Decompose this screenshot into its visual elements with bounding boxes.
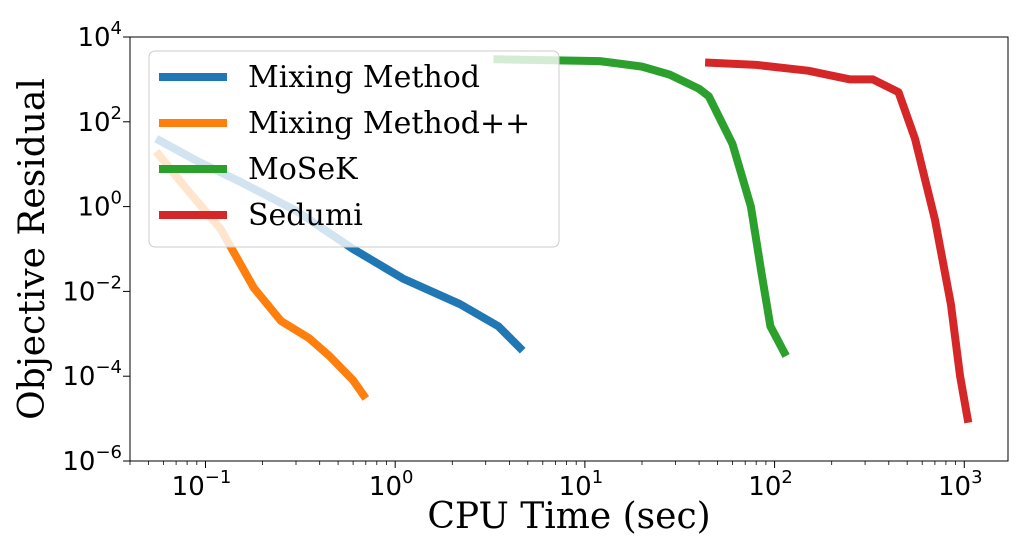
- legend-frame: [148, 50, 560, 248]
- series-line-2: [493, 55, 790, 358]
- y-tick-label-2: 10−2: [62, 272, 122, 307]
- legend-label-2: MoSeK: [248, 152, 358, 187]
- plot-frame: [129, 36, 1009, 462]
- x-tick-label-0: 10−1: [172, 467, 232, 502]
- y-tick-label-0: 10−6: [62, 442, 122, 477]
- y-tick-label-1: 10−4: [62, 357, 122, 392]
- x-axis-label: CPU Time (sec): [427, 496, 710, 537]
- y-axis-label: Objective Residual: [12, 78, 53, 420]
- legend-label-1: Mixing Method++: [248, 106, 530, 141]
- y-ticks: 10−6 10−4 10−2 100 102 104: [62, 18, 130, 477]
- legend-label-3: Sedumi: [248, 198, 363, 233]
- y-tick-label-3: 100: [77, 188, 122, 223]
- x-tick-label-1: 100: [369, 467, 414, 502]
- legend-label-0: Mixing Method: [248, 60, 480, 95]
- legend: Mixing Method Mixing Method++ MoSeK Sedumi: [148, 50, 560, 248]
- x-tick-label-4: 103: [938, 467, 983, 502]
- x-tick-label-3: 102: [748, 467, 793, 502]
- x-tick-label-2: 101: [559, 467, 604, 502]
- y-tick-label-4: 102: [77, 103, 122, 138]
- y-tick-label-5: 104: [77, 18, 122, 53]
- x-ticks: 10−1 100 101 102 103: [129, 461, 983, 502]
- series-line-3: [704, 58, 973, 424]
